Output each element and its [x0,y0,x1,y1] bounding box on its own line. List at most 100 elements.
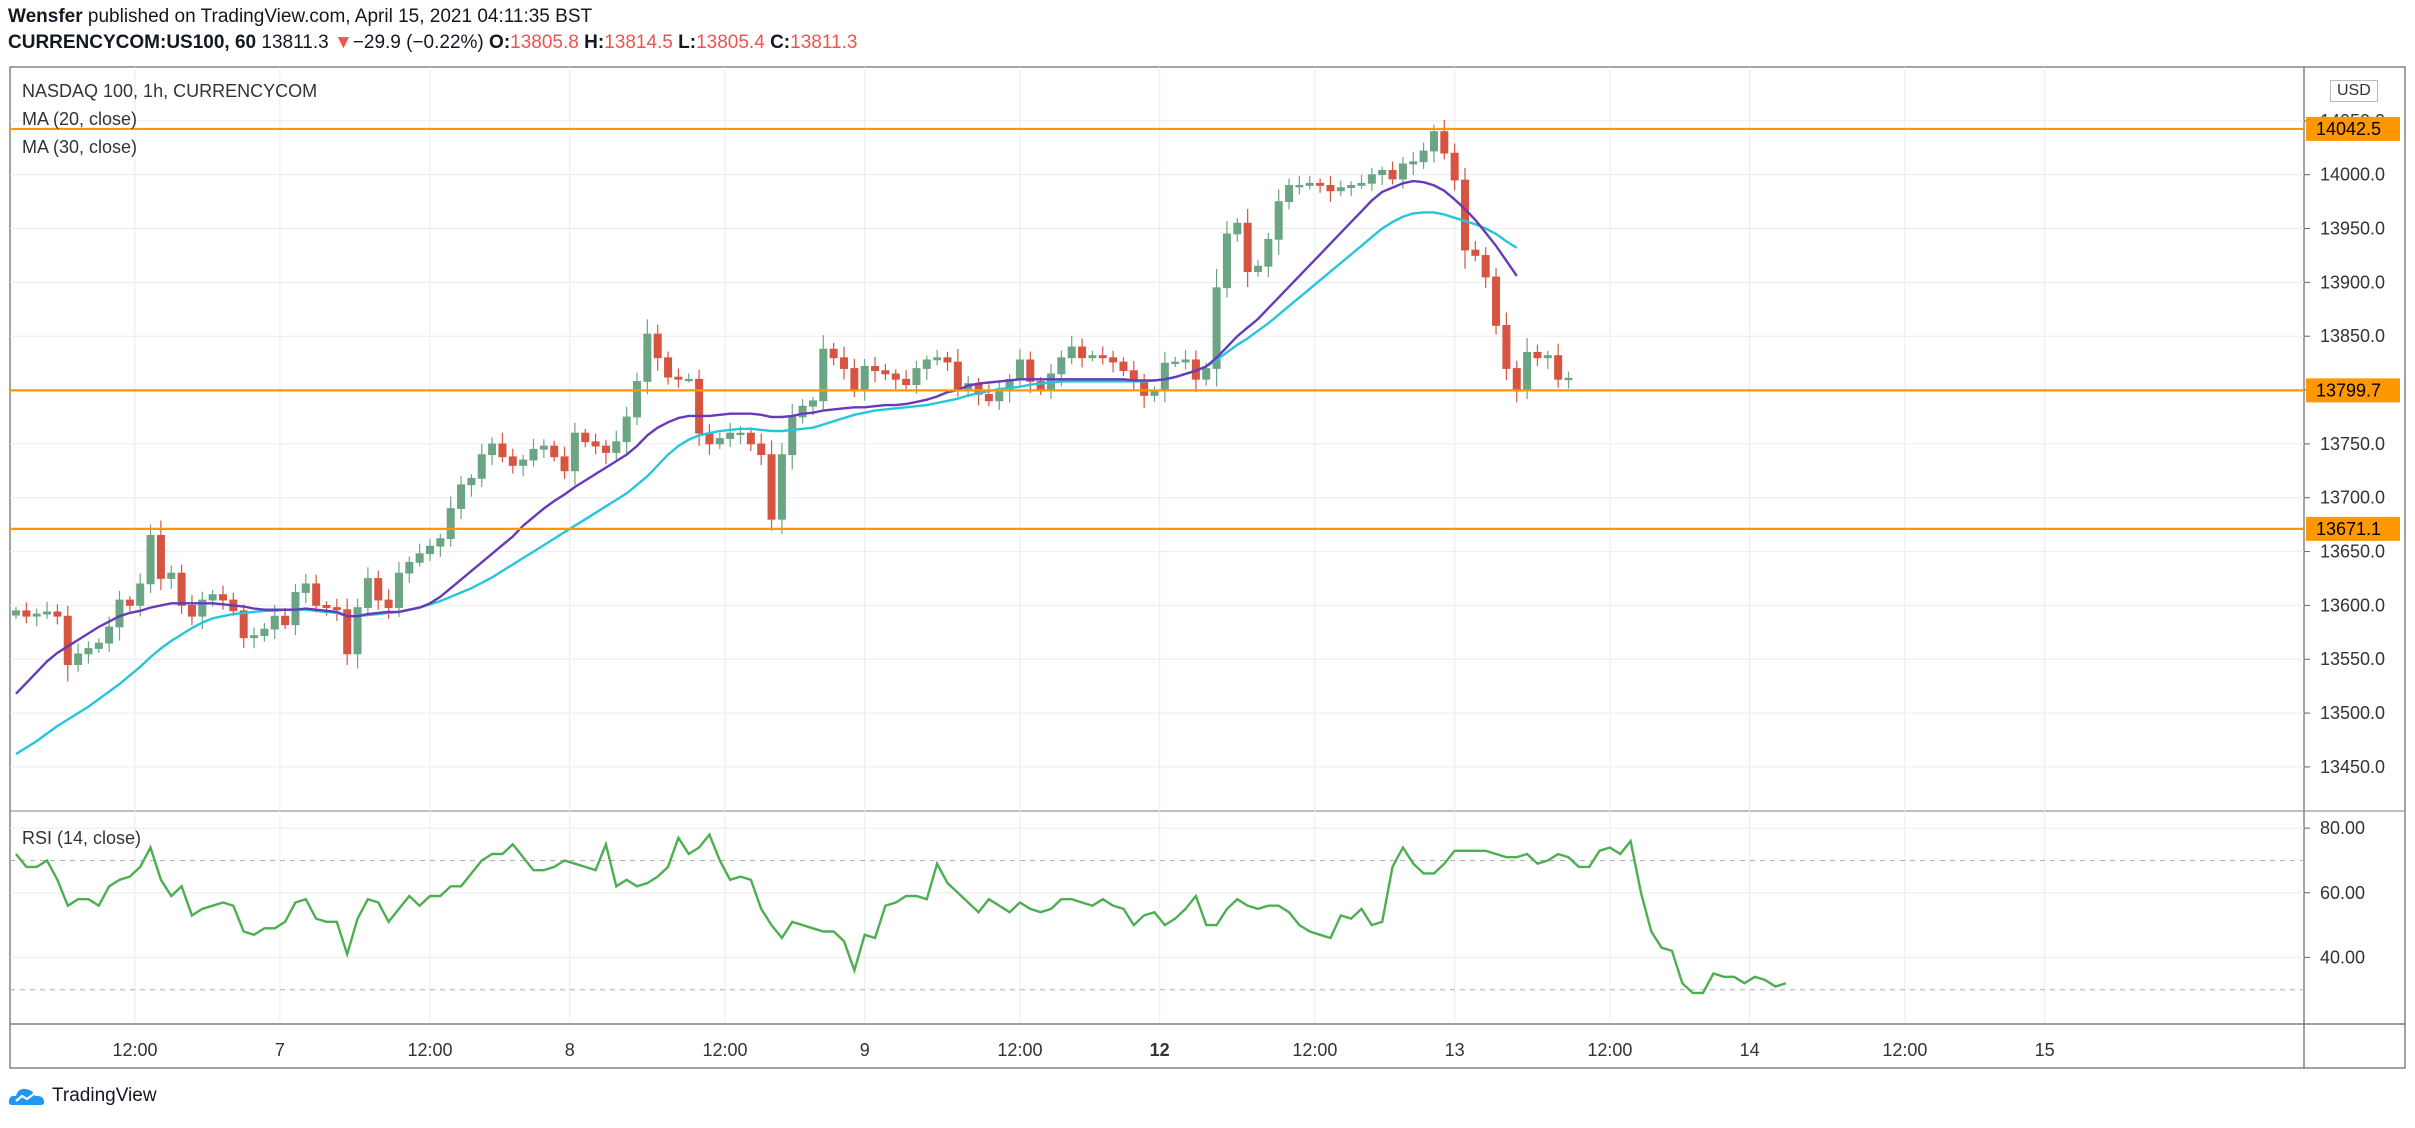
candle-body [250,635,259,639]
candle-body [436,538,445,547]
level-label: 13799.7 [2316,380,2381,400]
candle-body [457,484,466,509]
candle-body [1367,174,1376,184]
price-tick-label: 13450.0 [2320,757,2385,777]
candle-body [477,454,486,479]
candle-body [1326,185,1335,192]
candle-body [684,378,693,382]
candle-body [1119,361,1128,372]
price-tick-label: 14000.0 [2320,165,2385,185]
candle-body [1512,368,1521,391]
symbol-label: CURRENCYCOM:US100, 60 [8,32,257,53]
currency-badge[interactable]: USD [2330,80,2378,102]
price-tick-label: 13850.0 [2320,326,2385,346]
candle-body [591,441,600,447]
rsi-tick-label: 80.00 [2320,818,2365,838]
candle-body [871,365,880,372]
candle-body [726,432,735,439]
candle-body [1440,131,1449,154]
candle-body [198,599,207,617]
high-value: 13814.5 [604,32,673,53]
author-name[interactable]: Wensfer [8,6,83,27]
time-tick-label: 12:00 [1882,1040,1927,1060]
candle-body [281,615,290,626]
open-label: O: [489,32,511,53]
candle-body [560,456,569,472]
rsi-legend[interactable]: RSI (14, close) [22,828,142,848]
price-chart-title: NASDAQ 100, 1h, CURRENCYCOM [22,81,318,101]
candle-body [1336,187,1345,192]
candle-body [746,432,755,445]
candle-body [539,445,548,450]
candle-body [1274,201,1283,240]
candle-body [343,609,352,655]
candle-body [891,373,900,380]
candle-body [1264,238,1273,267]
publish-info: Wensfer published on TradingView.com, Ap… [8,6,592,28]
candle-body [1533,351,1542,359]
candle-body [1554,355,1563,380]
candle-body [394,572,403,608]
candle-body [312,583,321,606]
candle-body [819,348,828,402]
price-tick-label: 13700.0 [2320,488,2385,508]
candle-body [374,578,383,601]
candle-body [115,599,124,628]
time-tick-label: 12 [1150,1040,1170,1060]
candle-body [1098,355,1107,359]
low-value: 13805.4 [696,32,765,53]
time-tick-label: 12:00 [997,1040,1042,1060]
level-label-bg [2306,516,2400,541]
candle-body [633,381,642,418]
candle-body [353,607,362,655]
candle-body [736,432,745,436]
candle-body [881,370,890,375]
candle-body [1429,131,1438,152]
candle-body [519,459,528,466]
candle-body [1409,161,1418,165]
candle-body [270,615,279,630]
chart-frame [9,66,2406,1069]
candle-body [1481,255,1490,278]
candle-body [829,348,838,359]
candle-body [953,361,962,391]
candle-body [301,583,310,593]
ma20-legend[interactable]: MA (20, close) [22,109,138,129]
candle-body [715,438,724,445]
candle-body [1057,357,1066,375]
candle-body [622,416,631,443]
candle-body [1015,359,1024,380]
candle-body [695,378,704,434]
candle-body [1233,222,1242,235]
close-label: C: [770,32,791,53]
candle-body [757,443,766,456]
time-tick-label: 12:00 [702,1040,747,1060]
candle-body [43,611,52,615]
candle-body [1564,377,1573,381]
price-change: −29.9 (−0.22%) [352,32,484,53]
candle-body [1398,163,1407,180]
tradingview-logo[interactable]: TradingView [8,1085,157,1107]
candle-body [1222,233,1231,289]
candle-body [508,456,517,466]
candle-body [1461,179,1470,251]
candle-body [74,653,83,666]
ma30-legend[interactable]: MA (30, close) [22,137,138,157]
candle-body [384,599,393,608]
candle-body [570,432,579,472]
time-tick-label: 12:00 [1587,1040,1632,1060]
change-arrow-icon: ▼ [333,32,353,53]
candle-body [777,454,786,520]
candle-body [1088,355,1097,359]
candle-body [239,610,248,639]
candle-body [995,389,1004,402]
level-label: 13671.1 [2316,519,2381,539]
candle-body [405,561,414,574]
candle-body [1109,357,1118,363]
candle-body [902,378,911,386]
candle-body [643,333,652,382]
candle-body [1492,276,1501,326]
candle-body [1502,325,1511,369]
rsi-tick-label: 40.00 [2320,947,2365,967]
